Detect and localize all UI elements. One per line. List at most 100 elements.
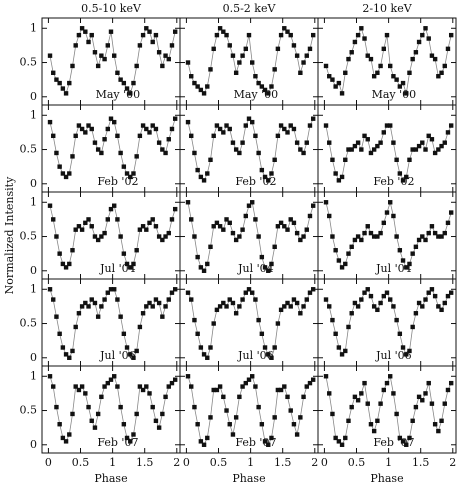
data-point	[272, 244, 277, 250]
data-point	[330, 77, 335, 82]
data-point	[429, 401, 435, 406]
data-point	[266, 442, 271, 447]
data-point	[108, 287, 114, 292]
data-point	[128, 91, 133, 96]
data-point	[185, 119, 191, 125]
data-point	[205, 355, 210, 360]
data-point	[420, 32, 425, 38]
data-point	[156, 234, 162, 239]
data-point	[118, 77, 123, 82]
data-point	[445, 130, 451, 135]
data-point	[256, 317, 261, 323]
data-point	[166, 384, 171, 389]
data-point	[275, 321, 281, 326]
data-point	[153, 297, 159, 302]
data-point	[233, 70, 239, 76]
data-point	[272, 157, 277, 163]
data-point	[416, 39, 422, 45]
data-point	[423, 26, 428, 31]
data-point	[404, 91, 409, 96]
data-point	[92, 140, 98, 145]
data-point	[391, 74, 396, 79]
data-point	[288, 217, 293, 222]
data-point	[323, 63, 329, 69]
data-point	[253, 384, 258, 389]
data-point	[333, 331, 338, 337]
data-point	[86, 39, 91, 45]
data-point	[198, 174, 204, 180]
data-point	[237, 234, 242, 239]
data-point	[272, 345, 277, 350]
data-point	[89, 297, 94, 302]
data-point	[288, 32, 293, 38]
data-point	[153, 126, 159, 132]
data-point	[124, 435, 130, 441]
data-point	[243, 46, 248, 52]
data-point	[256, 234, 261, 239]
panel-annotation: Feb '02	[97, 175, 138, 188]
data-point	[144, 227, 149, 232]
data-point	[323, 200, 329, 205]
data-point	[233, 237, 239, 243]
data-point	[105, 217, 110, 222]
data-point	[163, 234, 168, 239]
data-point	[330, 157, 335, 163]
x-tick-label: 2	[173, 456, 180, 469]
data-point	[442, 140, 447, 145]
data-point	[112, 287, 117, 292]
data-point	[70, 248, 75, 253]
data-point	[73, 227, 78, 232]
data-point	[256, 80, 261, 86]
data-point	[137, 324, 143, 330]
data-point	[282, 126, 287, 132]
data-point	[92, 50, 98, 55]
data-point	[131, 355, 136, 360]
data-point	[420, 304, 425, 309]
data-point	[413, 404, 419, 410]
data-point	[375, 307, 380, 313]
data-point	[169, 43, 175, 48]
data-point	[140, 387, 146, 393]
profile-line	[187, 375, 314, 446]
data-point	[442, 300, 447, 306]
data-point	[211, 46, 216, 52]
data-point	[336, 439, 342, 444]
data-point	[262, 87, 268, 93]
data-point	[246, 287, 252, 292]
column-title: 0.5-10 keV	[81, 2, 142, 15]
data-point	[327, 140, 332, 145]
data-point	[378, 230, 383, 236]
data-point	[410, 418, 415, 424]
data-point	[233, 311, 239, 316]
data-point	[192, 150, 197, 156]
data-point	[256, 150, 261, 156]
data-point	[420, 398, 425, 403]
data-point	[70, 411, 75, 417]
data-point	[439, 307, 444, 313]
data-point	[137, 384, 143, 389]
data-point	[169, 380, 175, 386]
data-point	[384, 380, 390, 386]
data-point	[391, 140, 396, 145]
data-point	[355, 304, 361, 309]
data-point	[73, 43, 78, 48]
data-point	[227, 220, 232, 226]
data-point	[294, 53, 300, 58]
data-point	[346, 147, 351, 152]
data-point	[60, 86, 66, 91]
data-point	[371, 147, 377, 152]
data-point	[394, 77, 399, 82]
data-point	[118, 404, 123, 410]
data-point	[102, 384, 107, 389]
data-point	[166, 297, 171, 302]
data-point	[73, 384, 78, 389]
data-point	[359, 297, 364, 302]
panel-annotation: Feb '07	[235, 436, 276, 449]
data-point	[429, 53, 435, 58]
data-point	[400, 258, 406, 263]
data-point	[214, 123, 220, 128]
data-point	[278, 387, 284, 393]
data-point	[99, 53, 104, 58]
data-point	[95, 237, 101, 243]
data-point	[54, 404, 59, 410]
